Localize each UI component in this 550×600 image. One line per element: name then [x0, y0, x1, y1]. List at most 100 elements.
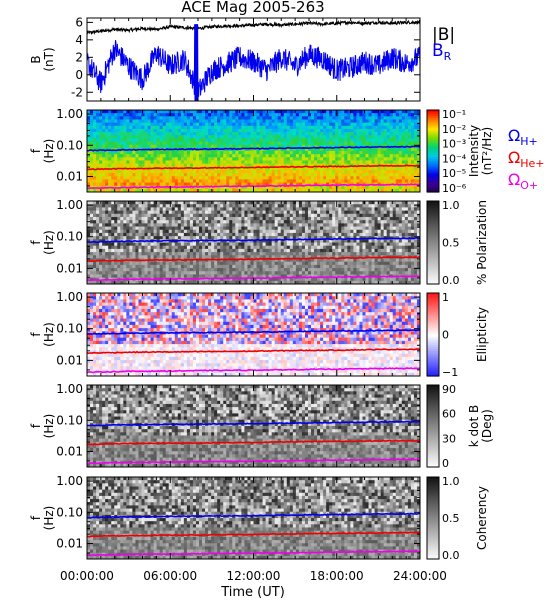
heatmap-cell — [114, 207, 118, 212]
heatmap-cell — [150, 280, 155, 284]
heatmap-cell — [99, 173, 103, 177]
heatmap-cell — [220, 280, 224, 284]
heatmap-cell — [241, 110, 246, 114]
heatmap-cell — [117, 141, 121, 146]
heatmap-cell — [301, 125, 306, 130]
heatmap-cell — [189, 216, 194, 221]
heatmap-cell — [383, 173, 388, 177]
heatmap-cell — [117, 154, 121, 158]
heatmap-cell — [301, 201, 306, 205]
heatmap-cell — [195, 248, 200, 253]
heatmap-cell — [335, 166, 339, 171]
heatmap-cell — [274, 264, 279, 269]
heatmap-cell — [277, 226, 282, 231]
heatmap-cell — [317, 113, 321, 117]
heatmap-cell — [120, 173, 124, 177]
heatmap-cell — [99, 226, 103, 231]
heatmap-cell — [162, 157, 167, 162]
heatmap-cell — [108, 201, 112, 205]
heatmap-cell — [386, 160, 391, 165]
heatmap-cell — [192, 157, 197, 162]
heatmap-cell — [241, 166, 246, 171]
heatmap-cell — [253, 210, 258, 215]
heatmap-cell — [220, 125, 224, 130]
heatmap-cell — [371, 125, 376, 130]
heatmap-cell — [174, 271, 179, 276]
heatmap-cell — [268, 182, 273, 187]
heatmap-cell — [96, 242, 100, 247]
series-b-magnitude-line — [87, 19, 420, 36]
heatmap-cell — [183, 173, 188, 177]
heatmap-cell — [147, 271, 152, 276]
heatmap-cell — [283, 236, 288, 240]
heatmap-cell — [256, 223, 261, 228]
heatmap-cell — [144, 179, 149, 184]
heatmap-cell — [323, 119, 327, 124]
heatmap-cell — [156, 207, 161, 212]
heatmap-cell — [129, 128, 134, 133]
heatmap-cell — [262, 261, 267, 266]
heatmap-cell — [180, 220, 185, 224]
heatmap-cell — [404, 125, 409, 130]
colorbar-cell — [427, 138, 439, 142]
heatmap-cell — [147, 226, 152, 231]
heatmap-cell — [144, 229, 149, 234]
heatmap-cell — [108, 245, 112, 250]
heatmap-cell — [138, 207, 143, 212]
heatmap-cell — [247, 236, 252, 240]
heatmap-cell — [241, 248, 246, 253]
heatmap-cell — [183, 204, 188, 208]
heatmap-cell — [301, 122, 306, 127]
heatmap-cell — [301, 226, 306, 231]
heatmap-cell — [241, 182, 246, 187]
heatmap-cell — [235, 157, 239, 162]
heatmap-cell — [232, 185, 236, 190]
heatmap-cell — [304, 277, 309, 282]
heatmap-cell — [202, 204, 206, 208]
heatmap-cell — [189, 280, 194, 284]
heatmap-cell — [283, 201, 288, 205]
heatmap-cell — [99, 216, 103, 221]
heatmap-cell — [395, 116, 400, 121]
heatmap-cell — [295, 216, 300, 221]
heatmap-cell — [410, 160, 415, 165]
heatmap-cell — [413, 113, 418, 117]
heatmap-cell — [108, 173, 112, 177]
heatmap-cell — [244, 163, 249, 168]
heatmap-cell — [350, 147, 354, 152]
heatmap-cell — [286, 264, 291, 269]
heatmap-cell — [256, 220, 261, 224]
heatmap-cell — [262, 135, 267, 139]
heatmap-cell — [90, 163, 94, 168]
heatmap-cell — [332, 113, 336, 117]
heatmap-cell — [389, 138, 394, 143]
heatmap-cell — [141, 248, 146, 253]
heatmap-cell — [377, 128, 382, 133]
heatmap-cell — [283, 163, 288, 168]
heatmap-cell — [150, 116, 155, 121]
heatmap-cell — [153, 113, 158, 117]
heatmap-cell — [304, 252, 309, 256]
heatmap-cell — [168, 135, 173, 139]
heatmap-cell — [192, 232, 197, 237]
heatmap-cell — [347, 166, 351, 171]
heatmap-cell — [304, 261, 309, 266]
heatmap-cell — [229, 157, 233, 162]
heatmap-cell — [129, 204, 134, 208]
heatmap-cell — [138, 125, 143, 130]
heatmap-cell — [192, 144, 197, 149]
heatmap-cell — [114, 220, 118, 224]
heatmap-cell — [186, 252, 191, 256]
heatmap-cell — [214, 248, 218, 253]
heatmap-cell — [244, 128, 249, 133]
heatmap-cell — [168, 138, 173, 143]
heatmap-cell — [374, 188, 379, 192]
heatmap-cell — [283, 176, 288, 180]
heatmap-cell — [247, 280, 252, 284]
heatmap-cell — [301, 119, 306, 124]
heatmap-cell — [153, 261, 158, 266]
colorbar-cell — [427, 181, 439, 185]
heatmap-cell — [195, 210, 200, 215]
heatmap-cell — [138, 163, 143, 168]
heatmap-cell — [208, 223, 212, 228]
